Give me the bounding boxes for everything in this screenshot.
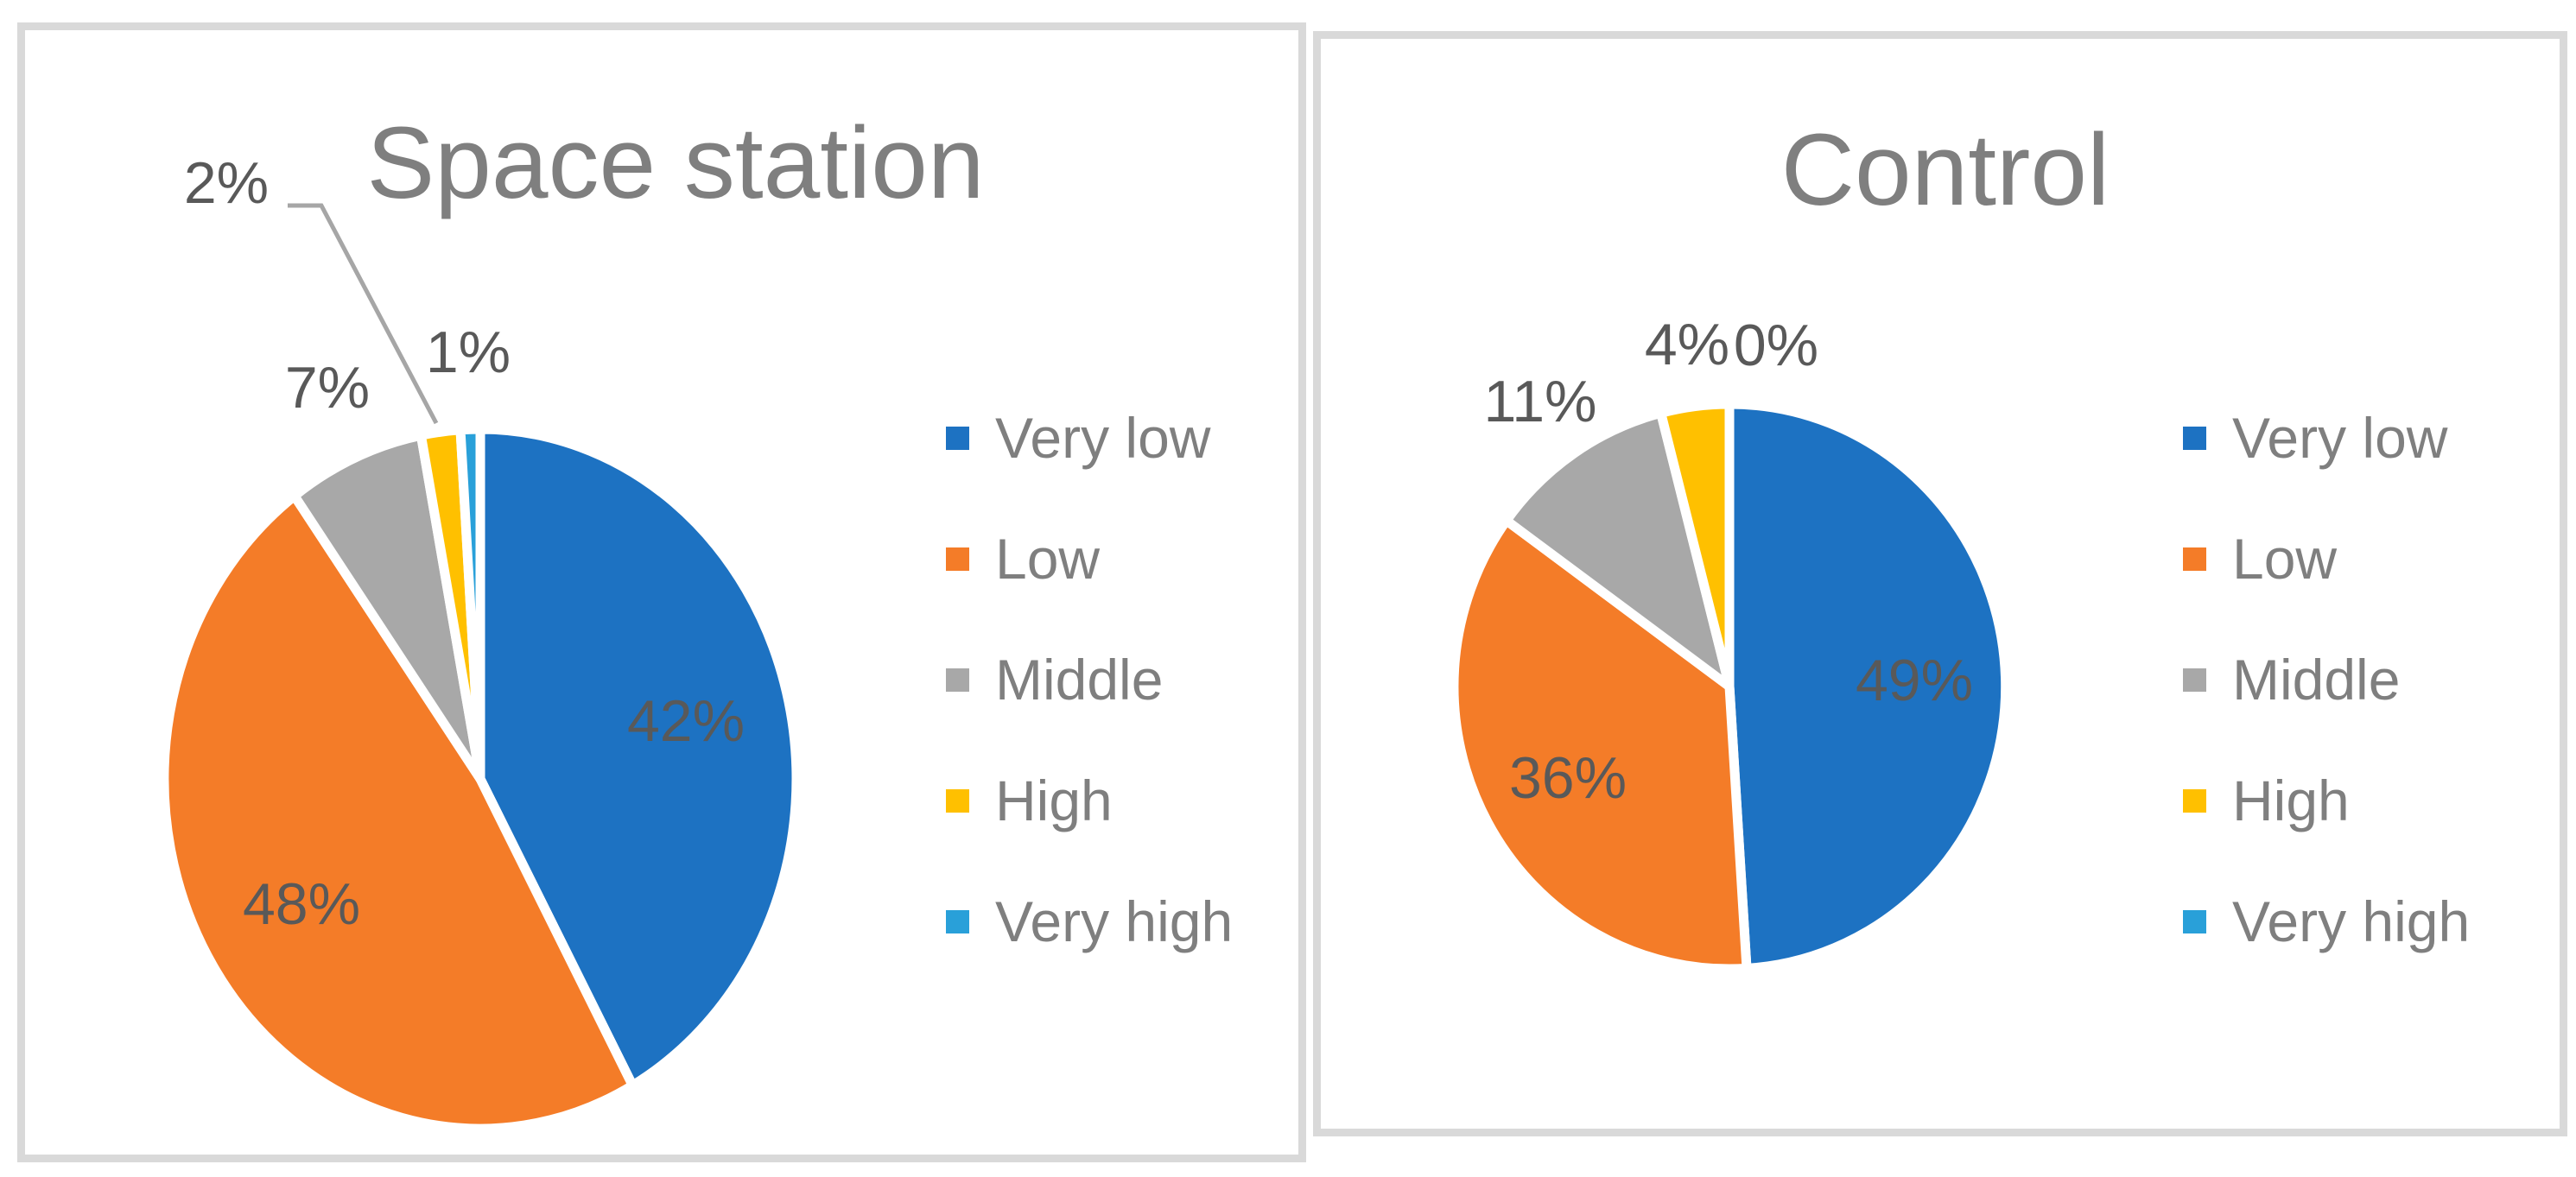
data-label-low: 48%: [242, 871, 361, 937]
legend-label: Middle: [995, 648, 1164, 712]
legend-item-very-low: Very low: [2183, 403, 2447, 472]
legend-label: Very high: [2232, 889, 2471, 953]
pie-slice-very-low: [1724, 399, 2011, 973]
legend-label: High: [2232, 769, 2350, 832]
control-pie: [1449, 399, 2011, 974]
data-label-very-high: 0%: [1733, 313, 1819, 378]
legend-item-low: Low: [2183, 524, 2337, 593]
pie-slice-low: [1449, 516, 1752, 974]
data-label-low: 36%: [1508, 745, 1627, 811]
data-label-very-high: 1%: [425, 320, 511, 385]
pie-slice-high: [1656, 399, 1735, 692]
chart-title-space-station: Space station: [366, 106, 985, 220]
data-label-high: 2%: [183, 150, 270, 216]
legend-swatch-very-low: [946, 426, 969, 450]
legend-swatch-middle: [946, 668, 969, 692]
legend-swatch-very-low: [2183, 426, 2206, 450]
data-label-very-low: 42%: [626, 688, 746, 754]
data-label-high: 4%: [1644, 312, 1730, 377]
legend-item-middle: Middle: [946, 645, 1163, 714]
legend-label: Very low: [995, 406, 1211, 470]
legend-label: Middle: [2232, 648, 2401, 712]
legend-label: Low: [995, 527, 1101, 591]
pie-slice-low: [159, 490, 638, 1134]
legend-item-middle: Middle: [2183, 645, 2400, 714]
data-label-middle: 11%: [1483, 369, 1597, 434]
legend-label: High: [995, 769, 1113, 832]
legend-swatch-middle: [2183, 668, 2206, 692]
space-station-pie: [159, 424, 802, 1134]
legend-item-high: High: [2183, 766, 2350, 835]
legend-swatch-very-high: [946, 909, 969, 933]
legend-label: Very high: [995, 889, 1234, 953]
legend-swatch-high: [946, 788, 969, 813]
legend-item-very-high: Very high: [946, 887, 1233, 956]
legend-swatch-low: [946, 547, 969, 571]
data-label-very-low: 49%: [1855, 648, 1974, 713]
legend-swatch-very-high: [2183, 909, 2206, 933]
legend-item-very-low: Very low: [946, 403, 1210, 472]
legend-item-low: Low: [946, 524, 1100, 593]
legend-item-very-high: Very high: [2183, 887, 2470, 956]
legend-label: Very low: [2232, 406, 2448, 470]
legend-swatch-low: [2183, 547, 2206, 571]
pie-slice-very-high: [455, 424, 485, 784]
data-label-middle: 7%: [284, 355, 371, 421]
legend-item-high: High: [946, 766, 1113, 835]
chart-title-control: Control: [1780, 113, 2110, 227]
legend-swatch-high: [2183, 788, 2206, 813]
leader-line-high-label: [288, 203, 439, 425]
pie-slice-very-low: [475, 424, 802, 1091]
legend-label: Low: [2232, 527, 2338, 591]
